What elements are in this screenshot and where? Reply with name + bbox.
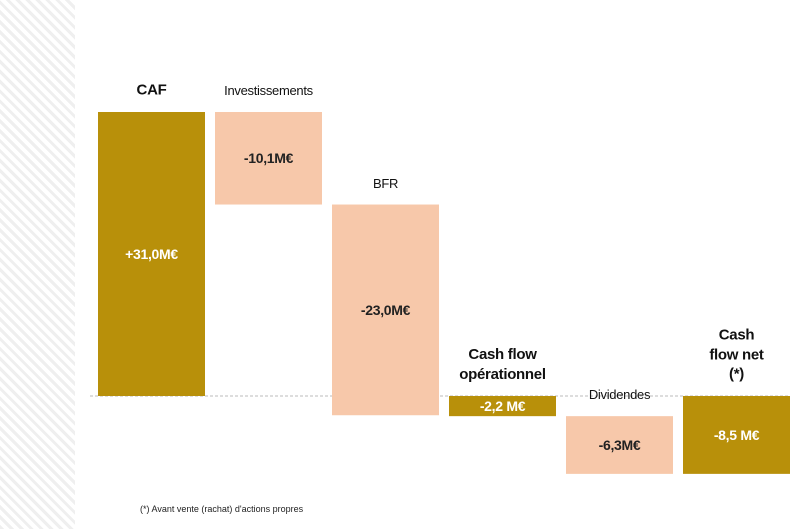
category-label: CAF — [136, 81, 167, 99]
category-label: Cash flow opérationnel — [459, 346, 546, 383]
value-label: -10,1M€ — [243, 150, 294, 167]
value-label: -6,3M€ — [598, 437, 641, 453]
footnote: (*) Avant vente (rachat) d'actions propr… — [140, 504, 304, 514]
value-label: -8,5 M€ — [713, 426, 760, 443]
bar — [449, 396, 556, 417]
bar — [215, 112, 322, 205]
value-label: -2,2 M€ — [479, 398, 526, 415]
bar — [332, 204, 439, 416]
value-label: -23,0M€ — [360, 301, 411, 318]
value-label: +31,0M€ — [125, 246, 178, 262]
category-label: Investissements — [224, 83, 313, 99]
decorative-strip — [0, 0, 75, 529]
category-label: BFR — [372, 175, 399, 191]
category-label: Cash flow net (*) — [709, 326, 764, 383]
category-label: Dividendes — [588, 387, 651, 403]
bar — [566, 416, 673, 474]
bar — [683, 396, 790, 474]
bar — [98, 112, 205, 396]
